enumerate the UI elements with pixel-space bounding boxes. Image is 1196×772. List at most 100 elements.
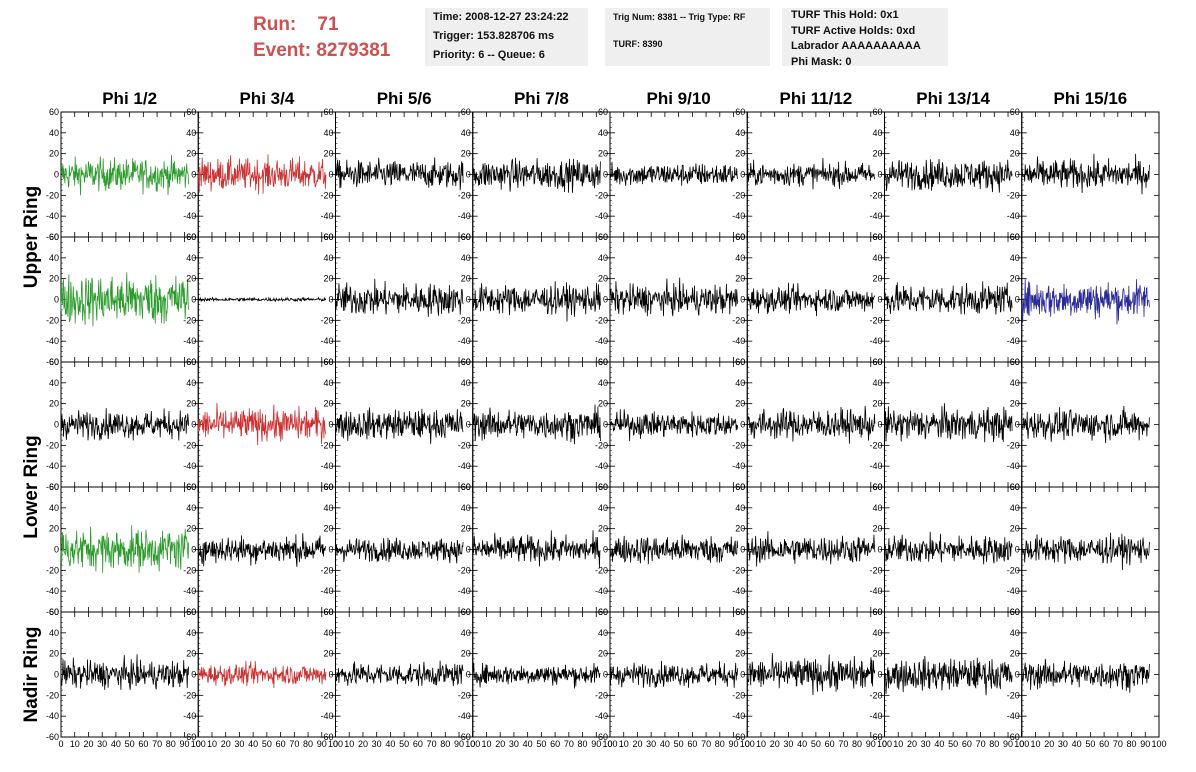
y-tick-label: -60: [46, 607, 59, 617]
y-tick-label: -20: [869, 440, 882, 450]
x-tick-label: 30: [234, 739, 244, 749]
y-tick-label: -20: [458, 440, 471, 450]
y-tick-label: -20: [320, 565, 333, 575]
x-tick-label: 100: [1014, 739, 1029, 749]
column-title: Phi 15/16: [1054, 89, 1128, 108]
x-tick-label: 0: [1019, 739, 1024, 749]
waveform-trace: [335, 407, 464, 444]
y-tick-label: 0: [740, 295, 745, 305]
y-tick-label: -40: [458, 711, 471, 721]
y-tick-label: -40: [458, 586, 471, 596]
y-tick-label: 20: [872, 524, 882, 534]
y-tick-label: 40: [872, 128, 882, 138]
column-title: Phi 1/2: [102, 89, 157, 108]
waveform-trace: [472, 281, 601, 322]
waveform-trace: [197, 402, 327, 446]
x-tick-label: 50: [674, 739, 684, 749]
waveform-trace: [1021, 658, 1150, 693]
y-tick-label: 0: [740, 170, 745, 180]
y-tick-label: -20: [320, 440, 333, 450]
column-title: Phi 3/4: [239, 89, 294, 108]
y-tick-label: 0: [466, 295, 471, 305]
x-tick-label: 30: [1058, 739, 1068, 749]
x-tick-label: 80: [852, 739, 862, 749]
y-tick-label: 0: [877, 295, 882, 305]
x-tick-label: 40: [797, 739, 807, 749]
y-tick-label: -40: [732, 461, 745, 471]
y-tick-label: 60: [323, 232, 333, 242]
x-tick-label: 60: [413, 739, 423, 749]
y-tick-label: 60: [735, 482, 745, 492]
y-tick-label: -60: [46, 732, 59, 742]
waveform-trace: [197, 154, 327, 195]
y-tick-label: 20: [323, 524, 333, 534]
waveform-trace: [609, 277, 738, 317]
x-tick-label: 20: [358, 739, 368, 749]
y-tick-label: 60: [735, 232, 745, 242]
y-tick-label: -40: [869, 336, 882, 346]
x-tick-label: 30: [783, 739, 793, 749]
x-tick-label: 40: [934, 739, 944, 749]
y-tick-label: 60: [598, 357, 608, 367]
x-tick-label: 70: [976, 739, 986, 749]
y-tick-label: 20: [872, 149, 882, 159]
waveform-trace: [197, 533, 327, 567]
y-tick-label: 60: [323, 607, 333, 617]
y-tick-label: 40: [186, 128, 196, 138]
y-tick-label: -20: [183, 690, 196, 700]
y-tick-label: 60: [461, 357, 471, 367]
y-tick-label: 0: [191, 420, 196, 430]
y-tick-label: 20: [735, 149, 745, 159]
x-tick-label: 60: [138, 739, 148, 749]
y-tick-label: 0: [1015, 295, 1020, 305]
y-tick-label: -60: [1007, 732, 1020, 742]
y-tick-label: -40: [320, 711, 333, 721]
x-tick-label: 10: [893, 739, 903, 749]
y-tick-label: -20: [1007, 315, 1020, 325]
x-tick-label: 100: [1151, 739, 1166, 749]
y-tick-label: 60: [186, 607, 196, 617]
x-tick-label: 20: [632, 739, 642, 749]
x-tick-label: 40: [248, 739, 258, 749]
y-tick-label: 40: [735, 253, 745, 263]
y-tick-label: 40: [461, 128, 471, 138]
y-tick-label: -20: [595, 690, 608, 700]
y-tick-label: 40: [323, 378, 333, 388]
y-tick-label: 60: [735, 107, 745, 117]
y-tick-label: 0: [877, 545, 882, 555]
y-tick-label: -60: [183, 732, 196, 742]
y-tick-label: 60: [49, 607, 59, 617]
y-tick-label: -20: [46, 440, 59, 450]
x-tick-label: 50: [399, 739, 409, 749]
y-tick-label: -20: [183, 315, 196, 325]
y-tick-label: 60: [872, 357, 882, 367]
waveform-trace: [609, 660, 738, 688]
waveform-trace: [1021, 532, 1150, 570]
x-tick-label: 50: [125, 739, 135, 749]
y-tick-label: 0: [54, 170, 59, 180]
y-tick-label: 60: [461, 107, 471, 117]
x-tick-label: 0: [607, 739, 612, 749]
y-tick-label: 20: [461, 274, 471, 284]
y-tick-label: 40: [598, 253, 608, 263]
trigger-info-box: Trig Num: 8381 -- Trig Type: RF TURF: 83…: [605, 8, 770, 66]
turf-info-box: TURF This Hold: 0x1 TURF Active Holds: 0…: [782, 8, 948, 68]
y-tick-label: -20: [595, 315, 608, 325]
trigger-text: Trigger: 153.828706 ms: [433, 30, 555, 42]
y-tick-label: 0: [328, 670, 333, 680]
y-tick-label: 60: [1010, 232, 1020, 242]
y-tick-label: -20: [595, 440, 608, 450]
y-tick-label: 60: [872, 482, 882, 492]
waveform-trace: [746, 652, 876, 696]
y-tick-label: -60: [458, 732, 471, 742]
x-tick-label: 80: [166, 739, 176, 749]
x-tick-label: 100: [740, 739, 755, 749]
y-tick-label: 0: [877, 170, 882, 180]
y-tick-label: 20: [49, 149, 59, 159]
y-tick-label: 0: [328, 420, 333, 430]
column-title: Phi 7/8: [514, 89, 569, 108]
y-tick-label: 40: [186, 503, 196, 513]
y-tick-label: -20: [1007, 690, 1020, 700]
x-tick-label: 80: [303, 739, 313, 749]
waveform-trace: [60, 654, 189, 690]
